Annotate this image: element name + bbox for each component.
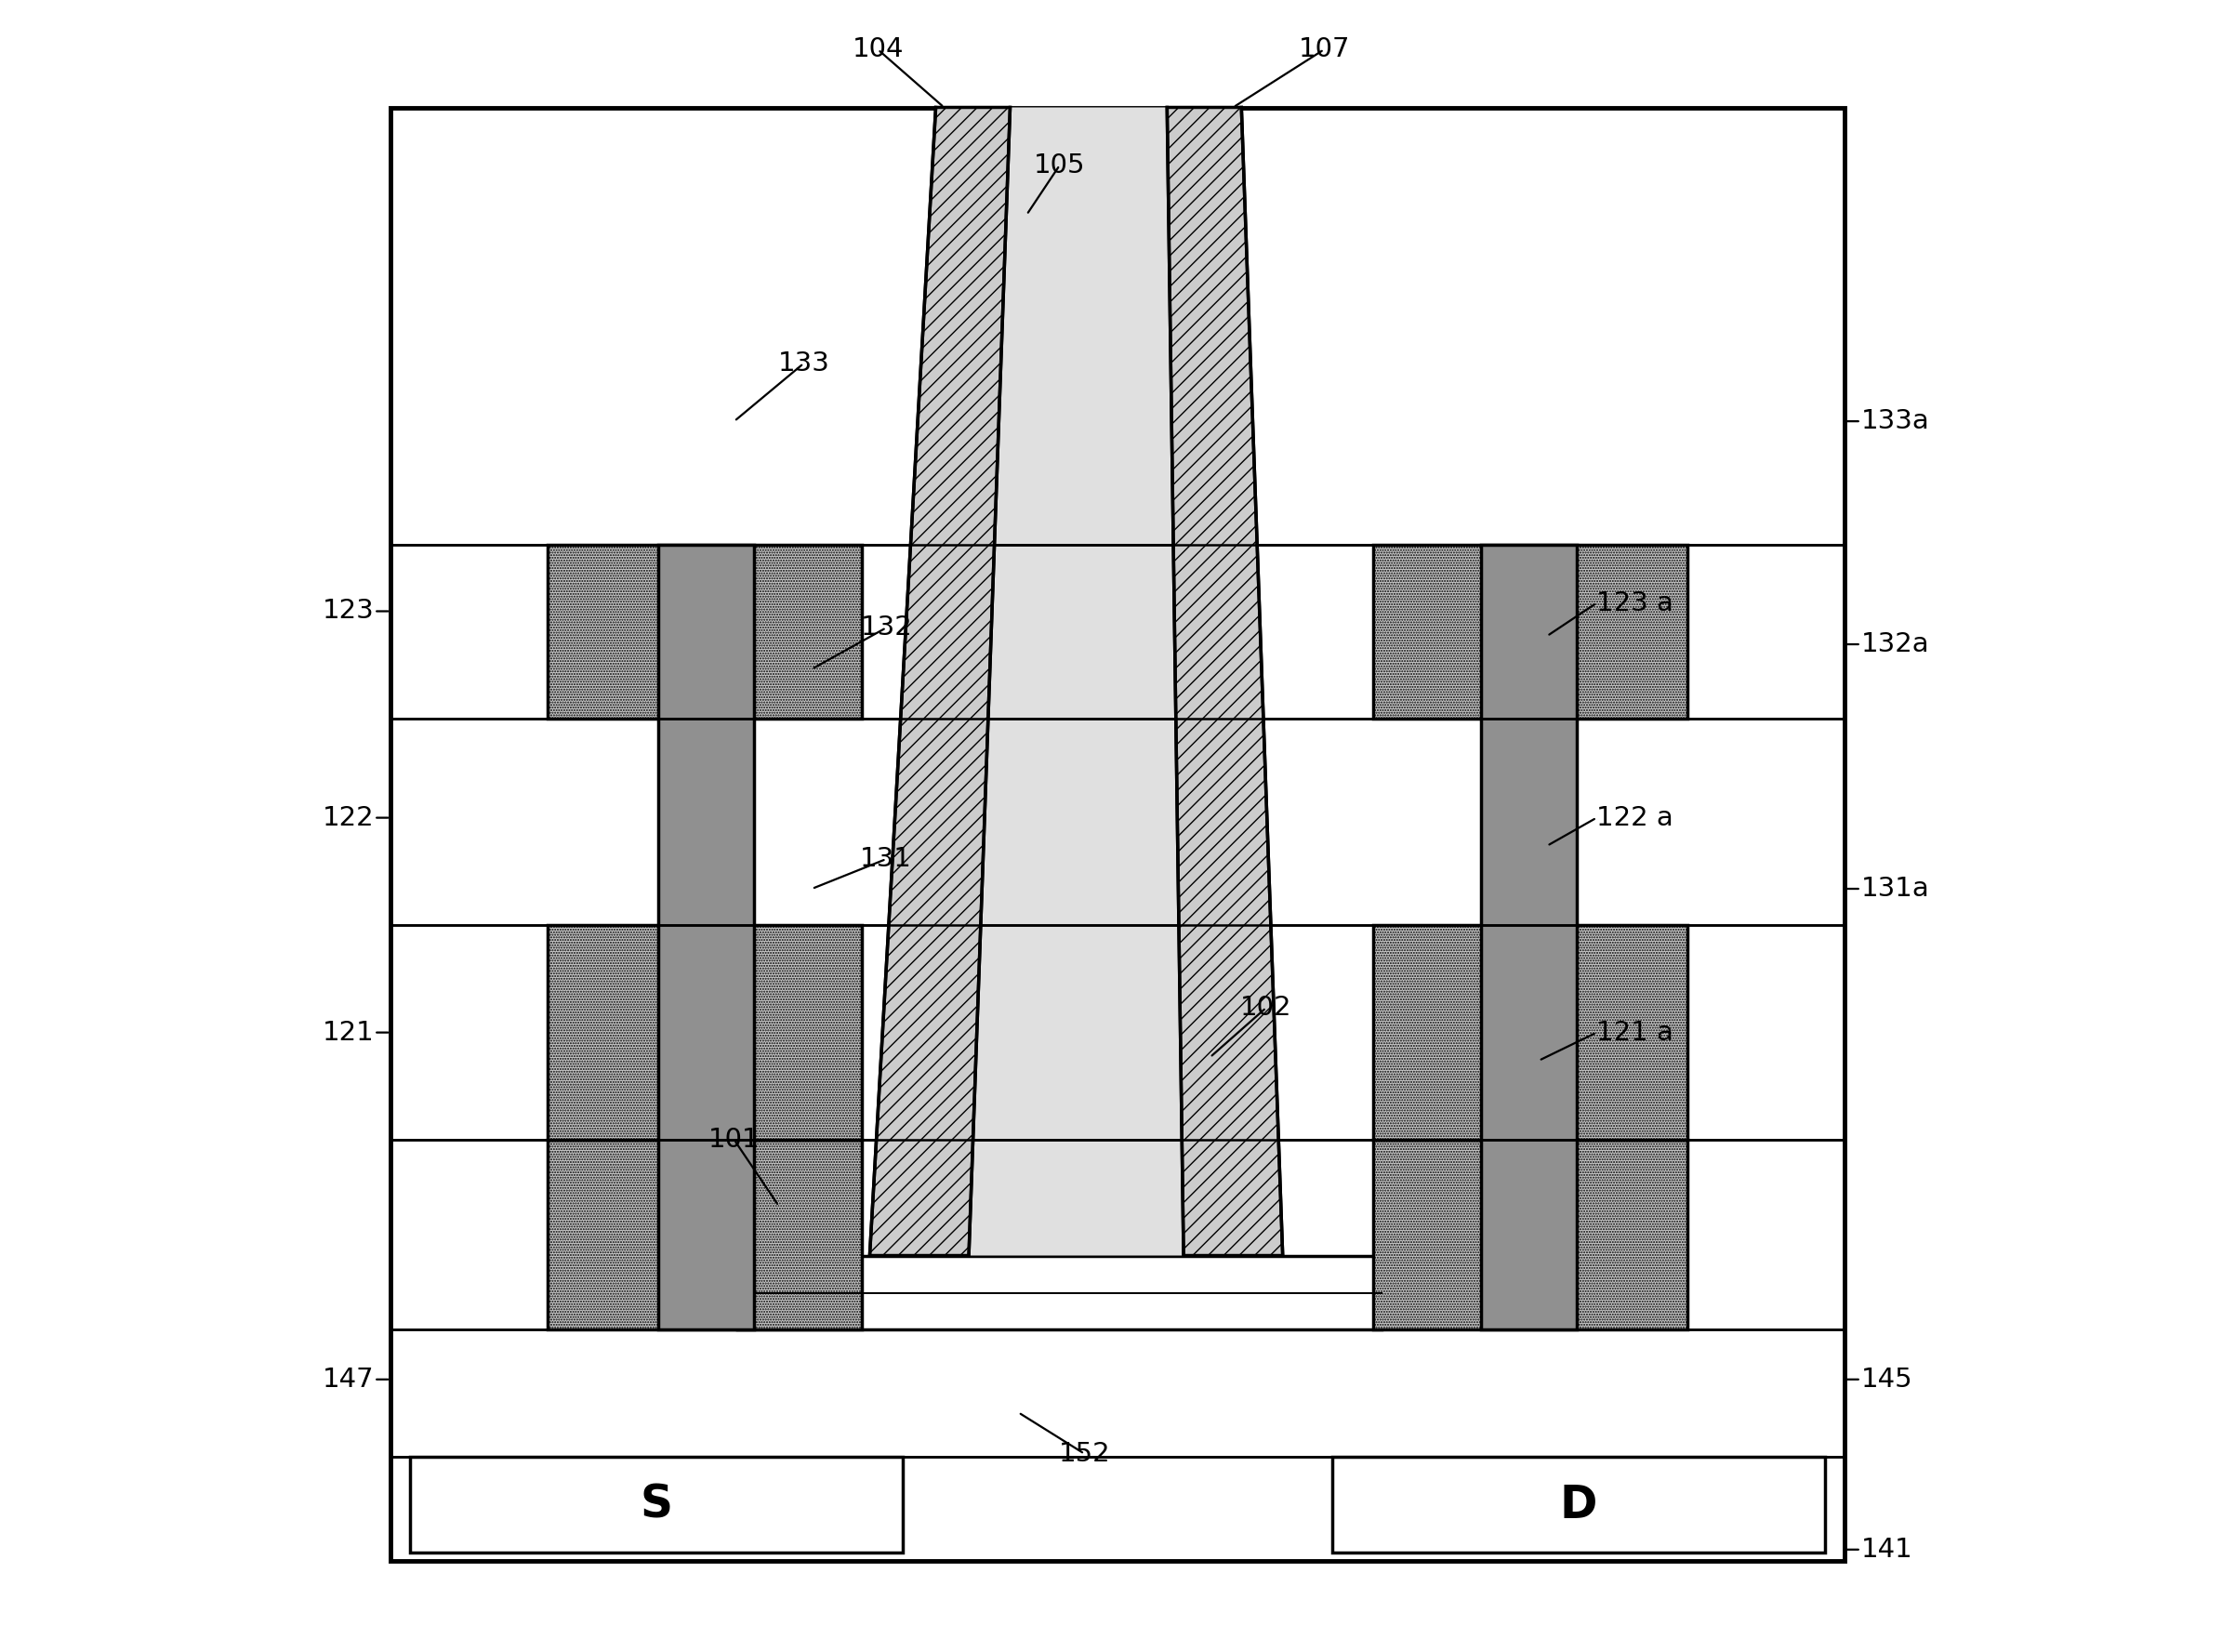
Polygon shape xyxy=(1167,107,1283,1256)
Bar xyxy=(548,545,860,719)
Text: 141: 141 xyxy=(1862,1536,1913,1563)
Text: 131: 131 xyxy=(860,846,912,872)
Text: 122 a: 122 a xyxy=(1596,805,1674,831)
Text: 133a: 133a xyxy=(1862,408,1929,434)
Bar xyxy=(738,1256,1381,1330)
Text: 121: 121 xyxy=(322,1019,373,1046)
Text: S: S xyxy=(639,1482,673,1528)
Polygon shape xyxy=(869,107,1010,1256)
Bar xyxy=(1375,925,1687,1140)
Text: 107: 107 xyxy=(1299,36,1350,63)
Text: 132a: 132a xyxy=(1862,631,1929,657)
Text: 131a: 131a xyxy=(1862,876,1929,902)
Text: 121 a: 121 a xyxy=(1596,1019,1674,1046)
Text: 101: 101 xyxy=(708,1127,760,1153)
Polygon shape xyxy=(968,107,1185,1256)
Text: 123: 123 xyxy=(322,598,373,624)
Text: 133: 133 xyxy=(778,350,829,377)
Text: 122: 122 xyxy=(322,805,373,831)
Bar xyxy=(1332,1457,1824,1553)
Bar xyxy=(659,545,753,1330)
Bar xyxy=(548,1140,860,1330)
Text: D: D xyxy=(1560,1482,1598,1528)
Text: 105: 105 xyxy=(1035,152,1086,178)
Text: 145: 145 xyxy=(1862,1366,1913,1393)
Bar xyxy=(1375,1140,1687,1330)
Bar xyxy=(1482,545,1576,1330)
Bar xyxy=(391,107,1844,1561)
Bar xyxy=(1375,545,1687,719)
Bar xyxy=(548,925,860,1140)
Text: 152: 152 xyxy=(1059,1441,1111,1467)
Text: 102: 102 xyxy=(1240,995,1292,1021)
Bar xyxy=(411,1457,903,1553)
Text: 104: 104 xyxy=(852,36,903,63)
Text: 132: 132 xyxy=(860,615,912,641)
Text: 147: 147 xyxy=(322,1366,373,1393)
Text: 123 a: 123 a xyxy=(1596,590,1674,616)
